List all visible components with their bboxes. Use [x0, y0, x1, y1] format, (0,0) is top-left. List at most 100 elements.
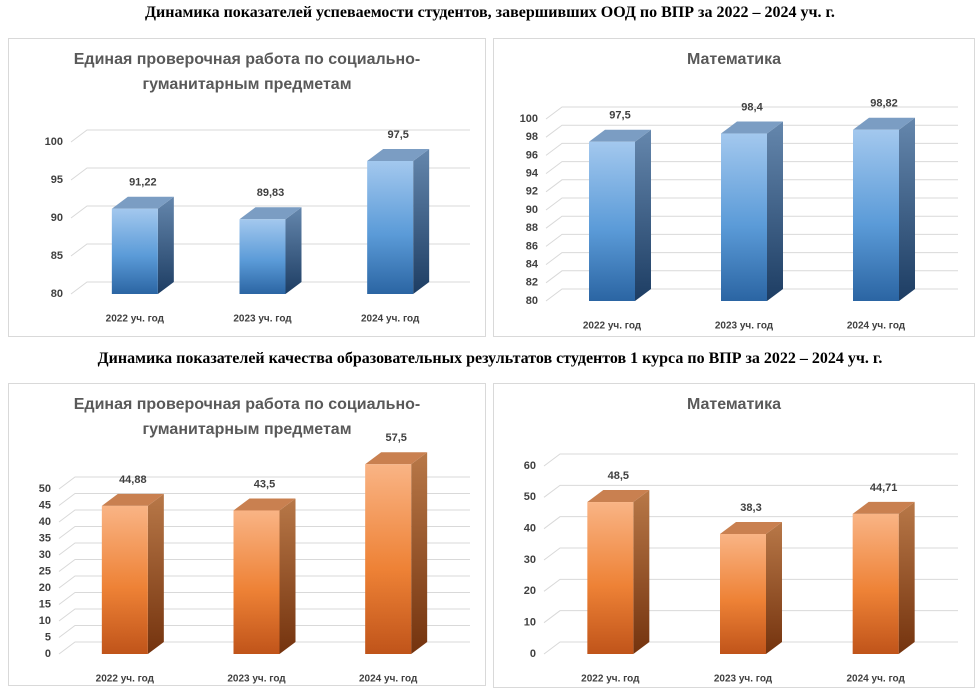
bar: [233, 510, 280, 654]
y-tick-label: 80: [51, 288, 63, 300]
x-tick-label: 2024 уч. год: [847, 321, 906, 332]
bar-top: [367, 149, 430, 161]
grid-line: [58, 476, 470, 490]
value-label: 97,5: [609, 110, 630, 122]
x-tick-label: 2022 уч. год: [583, 321, 642, 332]
grid-line: [543, 516, 958, 530]
chart: 80 82 84 86 88 90 92 94 96 98 100 2022 уч. год 97,5 2…: [520, 98, 958, 332]
bar-top: [721, 121, 783, 134]
grid-line: [70, 205, 470, 219]
y-tick-label: 100: [520, 113, 538, 125]
bar-top: [852, 501, 915, 514]
chart-title: Математика: [686, 51, 782, 68]
x-tick-label: 2022 уч. год: [106, 314, 165, 325]
y-tick-label: 82: [526, 277, 538, 289]
x-tick-label: 2022 уч. год: [96, 674, 155, 685]
grid-line: [58, 592, 470, 605]
y-tick-label: 40: [524, 523, 536, 535]
y-tick-label: 0: [45, 648, 51, 660]
grid-line: [543, 453, 958, 467]
bar: [852, 513, 899, 654]
x-tick-label: 2023 уч. год: [714, 674, 773, 685]
y-tick-label: 96: [526, 149, 538, 161]
y-tick-label: 10: [39, 615, 51, 627]
grid-line: [545, 233, 958, 247]
value-label: 98,82: [870, 98, 898, 110]
grid-line: [545, 142, 958, 156]
y-tick-label: 80: [526, 295, 538, 307]
grid-line: [58, 509, 470, 523]
y-tick-label: 84: [526, 259, 539, 271]
grid-line: [58, 542, 470, 556]
bar-side: [899, 117, 915, 301]
chart-panel: Единая проверочная работа по социально-г…: [8, 38, 486, 337]
chart-panel: Единая проверочная работа по социально-г…: [8, 383, 486, 686]
chart: 80 85 90 95 100 2022 уч. год 91,22 2023 уч. год…: [45, 129, 470, 325]
value-label: 97,5: [387, 129, 408, 141]
grid-line: [545, 215, 958, 229]
bar: [721, 133, 767, 301]
grid-line: [58, 608, 470, 622]
bar-side: [279, 498, 296, 654]
chart-panel: Математика 80 82 84 86 88 90 92 94 96 98 100 2022 уч…: [493, 38, 975, 337]
grid-line: [70, 167, 470, 181]
y-tick-label: 30: [524, 554, 536, 566]
y-tick-label: 5: [45, 631, 51, 643]
grid-line: [545, 124, 958, 138]
bar: [111, 208, 158, 294]
grid-line: [545, 270, 958, 284]
grid-line: [545, 106, 958, 120]
bar-top: [101, 493, 164, 506]
grid-line: [543, 547, 958, 561]
grid-line: [58, 625, 470, 638]
x-tick-label: 2024 уч. год: [359, 674, 418, 685]
y-tick-label: 0: [530, 648, 536, 660]
grid-line: [543, 484, 958, 498]
y-tick-label: 90: [526, 204, 538, 216]
grid-line: [543, 641, 958, 655]
x-tick-label: 2023 уч. год: [227, 674, 286, 685]
value-label: 43,5: [254, 478, 275, 490]
chart-title: Единая проверочная работа по социально-г…: [73, 51, 421, 93]
chart: 0 5 10 15 20 25 30 35 40 45 50 2022 уч. год 44,88 202…: [39, 432, 470, 685]
grid-line: [70, 243, 470, 257]
y-tick-label: 92: [526, 186, 538, 198]
y-tick-label: 95: [51, 174, 63, 186]
bar-top: [233, 498, 296, 511]
grid-line: [70, 129, 470, 143]
y-tick-label: 50: [524, 491, 536, 503]
grid-line: [58, 559, 470, 572]
y-tick-label: 50: [39, 483, 51, 495]
bar-top: [720, 521, 782, 534]
x-tick-label: 2023 уч. год: [233, 314, 292, 325]
y-tick-label: 25: [39, 565, 51, 577]
bar-top: [853, 117, 915, 130]
y-tick-label: 94: [526, 168, 539, 180]
bar: [589, 141, 635, 301]
value-label: 91,22: [129, 177, 157, 189]
y-tick-label: 10: [524, 617, 536, 629]
bar: [101, 505, 148, 654]
bar: [587, 502, 634, 654]
value-label: 89,83: [257, 187, 285, 199]
grid-line: [58, 526, 470, 539]
value-label: 44,71: [870, 482, 898, 494]
grid-line: [543, 610, 958, 624]
bar-side: [157, 196, 174, 294]
bar-top: [111, 196, 174, 209]
bar-side: [411, 452, 428, 654]
grid-line: [545, 161, 958, 175]
x-tick-label: 2024 уч. год: [847, 674, 906, 685]
value-label: 57,5: [385, 432, 406, 444]
bar-top: [587, 490, 650, 503]
y-tick-label: 40: [39, 516, 51, 528]
y-tick-label: 20: [524, 585, 536, 597]
bar-side: [635, 129, 651, 301]
y-tick-label: 20: [39, 582, 51, 594]
bar-top: [365, 452, 428, 465]
grid-line: [70, 281, 470, 295]
bar: [367, 161, 414, 294]
y-tick-label: 45: [39, 499, 51, 511]
bar-side: [633, 490, 650, 654]
